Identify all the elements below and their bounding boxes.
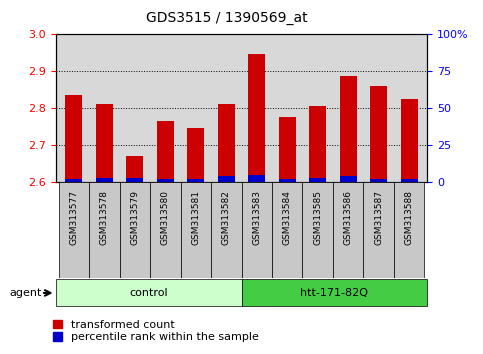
FancyBboxPatch shape [242,279,427,307]
Bar [187,129,204,182]
Bar [157,121,174,182]
Text: GSM313580: GSM313580 [161,190,170,245]
Bar [66,95,82,182]
Text: GSM313587: GSM313587 [374,190,383,245]
FancyBboxPatch shape [363,182,394,278]
Text: agent: agent [10,288,42,298]
Text: htt-171-82Q: htt-171-82Q [300,288,369,298]
Text: GSM313578: GSM313578 [100,190,109,245]
Bar [279,179,296,182]
Text: control: control [129,288,168,298]
Bar [370,179,387,182]
Bar [248,175,265,182]
FancyBboxPatch shape [58,182,89,278]
Bar [370,86,387,182]
FancyBboxPatch shape [394,182,425,278]
Bar [218,104,235,182]
FancyBboxPatch shape [150,182,181,278]
Text: GSM313579: GSM313579 [130,190,139,245]
Bar [309,178,326,182]
Text: GSM313586: GSM313586 [344,190,353,245]
Bar [401,179,417,182]
Text: GSM313584: GSM313584 [283,190,292,245]
Bar [340,76,356,182]
Text: GSM313585: GSM313585 [313,190,322,245]
Bar [127,156,143,182]
Bar [248,54,265,182]
Text: GSM313582: GSM313582 [222,190,231,245]
Text: GSM313588: GSM313588 [405,190,413,245]
FancyBboxPatch shape [211,182,242,278]
Text: GSM313583: GSM313583 [252,190,261,245]
FancyBboxPatch shape [333,182,363,278]
FancyBboxPatch shape [302,182,333,278]
FancyBboxPatch shape [89,182,120,278]
Bar [309,106,326,182]
Legend: transformed count, percentile rank within the sample: transformed count, percentile rank withi… [53,320,259,342]
FancyBboxPatch shape [272,182,302,278]
Bar [66,179,82,182]
Text: GDS3515 / 1390569_at: GDS3515 / 1390569_at [146,11,308,25]
FancyBboxPatch shape [56,279,242,307]
FancyBboxPatch shape [120,182,150,278]
Bar [157,179,174,182]
Bar [127,178,143,182]
FancyBboxPatch shape [242,182,272,278]
Bar [340,176,356,182]
Text: GSM313577: GSM313577 [70,190,78,245]
Bar [96,104,113,182]
Bar [187,179,204,182]
FancyBboxPatch shape [181,182,211,278]
Bar [279,117,296,182]
Bar [96,178,113,182]
Bar [401,99,417,182]
Bar [218,176,235,182]
Text: GSM313581: GSM313581 [191,190,200,245]
